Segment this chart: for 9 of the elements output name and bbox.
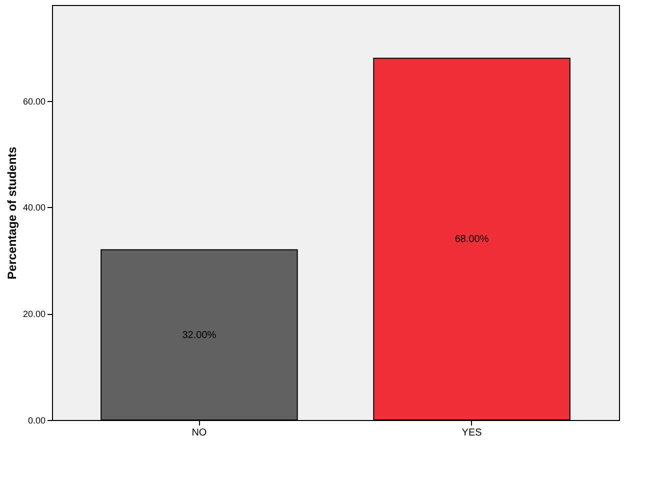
data-label: 32.00%: [182, 330, 216, 341]
y-axis-title: Percentage of students: [4, 146, 19, 280]
x-tick-label: YES: [462, 428, 482, 438]
y-tick-label: 0.00: [28, 416, 46, 426]
y-tick-label: 60.00: [22, 96, 46, 106]
y-tick-label: 20.00: [22, 309, 46, 320]
y-tick-label: 40.00: [22, 202, 46, 213]
data-label: 68.00%: [454, 234, 489, 246]
x-tick-label: NO: [192, 428, 207, 438]
